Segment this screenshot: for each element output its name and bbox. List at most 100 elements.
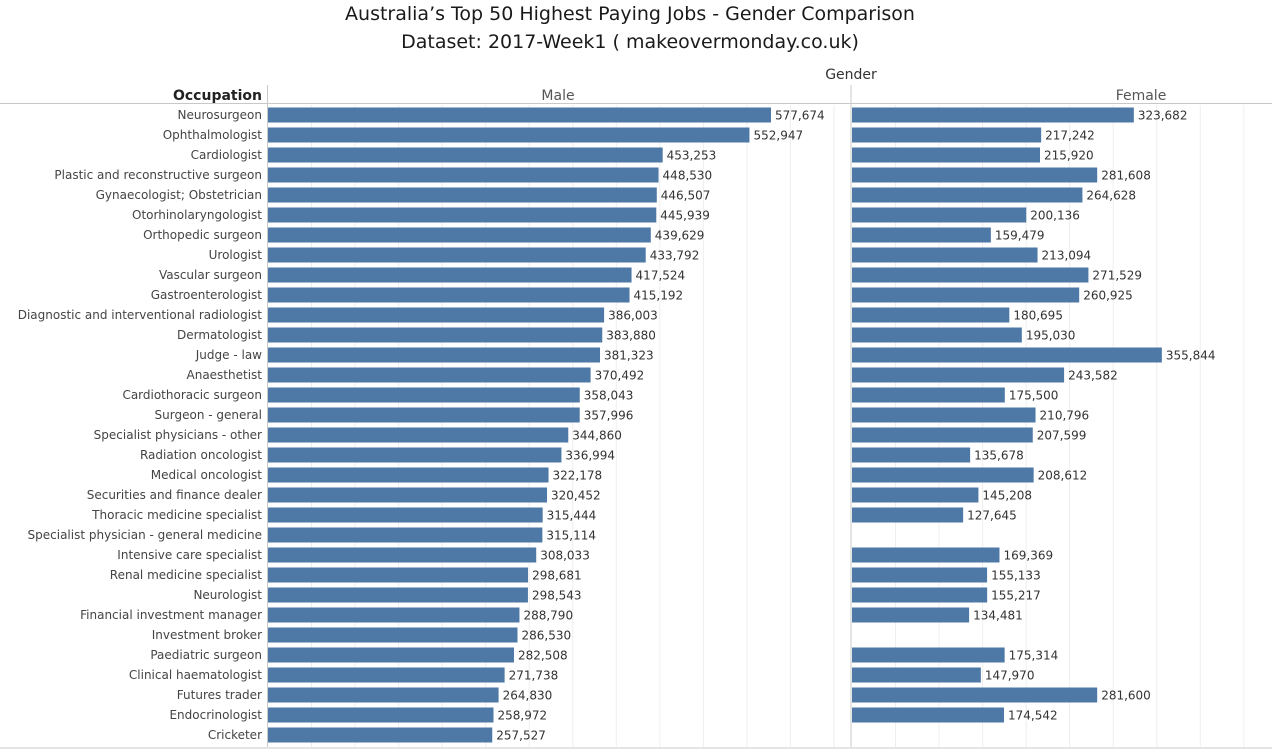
bar-female [852,327,1022,343]
series-header-male: Male [541,88,574,104]
value-label-male: 448,530 [663,169,713,183]
category-label: Specialist physician - general medicine [28,528,262,542]
chart-title: Australia’s Top 50 Highest Paying Jobs -… [345,3,915,25]
category-label: Futures trader [177,688,262,702]
bar-male [268,687,499,703]
value-label-male: 257,527 [496,729,546,743]
value-label-male: 271,738 [509,669,559,683]
value-label-male: 308,033 [540,549,590,563]
bar-female [852,287,1080,303]
value-label-male: 439,629 [655,229,705,243]
value-label-female: 127,645 [967,509,1017,523]
bar-male [268,727,493,743]
bar-male [268,527,543,543]
bar-male [268,387,580,403]
bar-female [852,167,1098,183]
bar-female [852,607,970,623]
bar-male [268,247,646,263]
value-label-female: 155,133 [991,569,1041,583]
category-label: Thoracic medicine specialist [91,508,262,522]
value-label-male: 320,452 [551,489,601,503]
bar-male [268,267,632,283]
bar-male [268,607,520,623]
value-label-female: 208,612 [1038,469,1088,483]
bar-female [852,367,1065,383]
bar-male [268,287,630,303]
bar-male [268,367,591,383]
bar-female [852,567,988,583]
bar-female [852,187,1083,203]
value-label-female: 213,094 [1042,249,1092,263]
bar-male [268,327,603,343]
bar-female [852,267,1089,283]
bar-male [268,627,518,643]
value-label-female: 175,500 [1009,389,1059,403]
value-label-male: 453,253 [667,149,717,163]
category-label: Endocrinologist [169,708,262,722]
bar-female [852,307,1010,323]
value-label-female: 260,925 [1083,289,1133,303]
bar-female [852,247,1038,263]
category-label: Anaesthetist [187,368,263,382]
value-label-female: 155,217 [991,589,1041,603]
category-label: Vascular surgeon [159,268,262,282]
bar-male [268,647,514,663]
bar-female [852,147,1041,163]
value-label-male: 315,114 [546,529,596,543]
value-label-female: 217,242 [1045,129,1095,143]
bar-male [268,547,537,563]
bar-male [268,147,663,163]
category-label: Plastic and reconstructive surgeon [54,168,262,182]
bar-male [268,127,750,143]
gender-header: Gender [825,67,877,83]
category-label: Medical oncologist [151,468,263,482]
bar-female [852,207,1027,223]
bar-male [268,407,580,423]
bar-male [268,307,605,323]
value-label-female: 281,600 [1101,689,1151,703]
value-label-female: 207,599 [1037,429,1087,443]
category-label: Surgeon - general [155,408,262,422]
bar-male [268,187,657,203]
bar-male [268,167,659,183]
value-label-male: 445,939 [660,209,710,223]
bar-female [852,107,1134,123]
bar-female [852,127,1042,143]
bar-female [852,547,1000,563]
value-label-male: 282,508 [518,649,568,663]
value-label-female: 264,628 [1086,189,1136,203]
category-label: Cardiothoracic surgeon [122,388,262,402]
category-label: Urologist [209,248,263,262]
value-label-female: 210,796 [1040,409,1090,423]
bar-female [852,387,1005,403]
category-label: Intensive care specialist [117,548,262,562]
bar-male [268,107,771,123]
bar-male [268,207,657,223]
category-label: Diagnostic and interventional radiologis… [18,308,263,322]
value-label-male: 336,994 [565,449,615,463]
bar-female [852,467,1034,483]
value-label-female: 281,608 [1101,169,1151,183]
category-label: Orthopedic surgeon [143,228,262,242]
value-label-male: 577,674 [775,109,825,123]
value-label-male: 322,178 [553,469,603,483]
category-label: Neurosurgeon [177,108,262,122]
category-label: Ophthalmologist [163,128,263,142]
category-label: Renal medicine specialist [110,568,263,582]
bar-female [852,487,979,503]
value-label-female: 215,920 [1044,149,1094,163]
value-label-male: 264,830 [503,689,553,703]
value-label-female: 243,582 [1068,369,1118,383]
value-label-female: 200,136 [1030,209,1080,223]
value-label-female: 145,208 [982,489,1032,503]
bar-female [852,647,1005,663]
bar-female [852,427,1033,443]
value-label-male: 344,860 [572,429,622,443]
value-label-male: 383,880 [606,329,656,343]
category-label: Gastroenterologist [151,288,263,302]
category-label: Investment broker [152,628,262,642]
category-label: Gynaecologist; Obstetrician [96,188,262,202]
category-label: Otorhinolaryngologist [132,208,262,222]
bar-male [268,587,528,603]
